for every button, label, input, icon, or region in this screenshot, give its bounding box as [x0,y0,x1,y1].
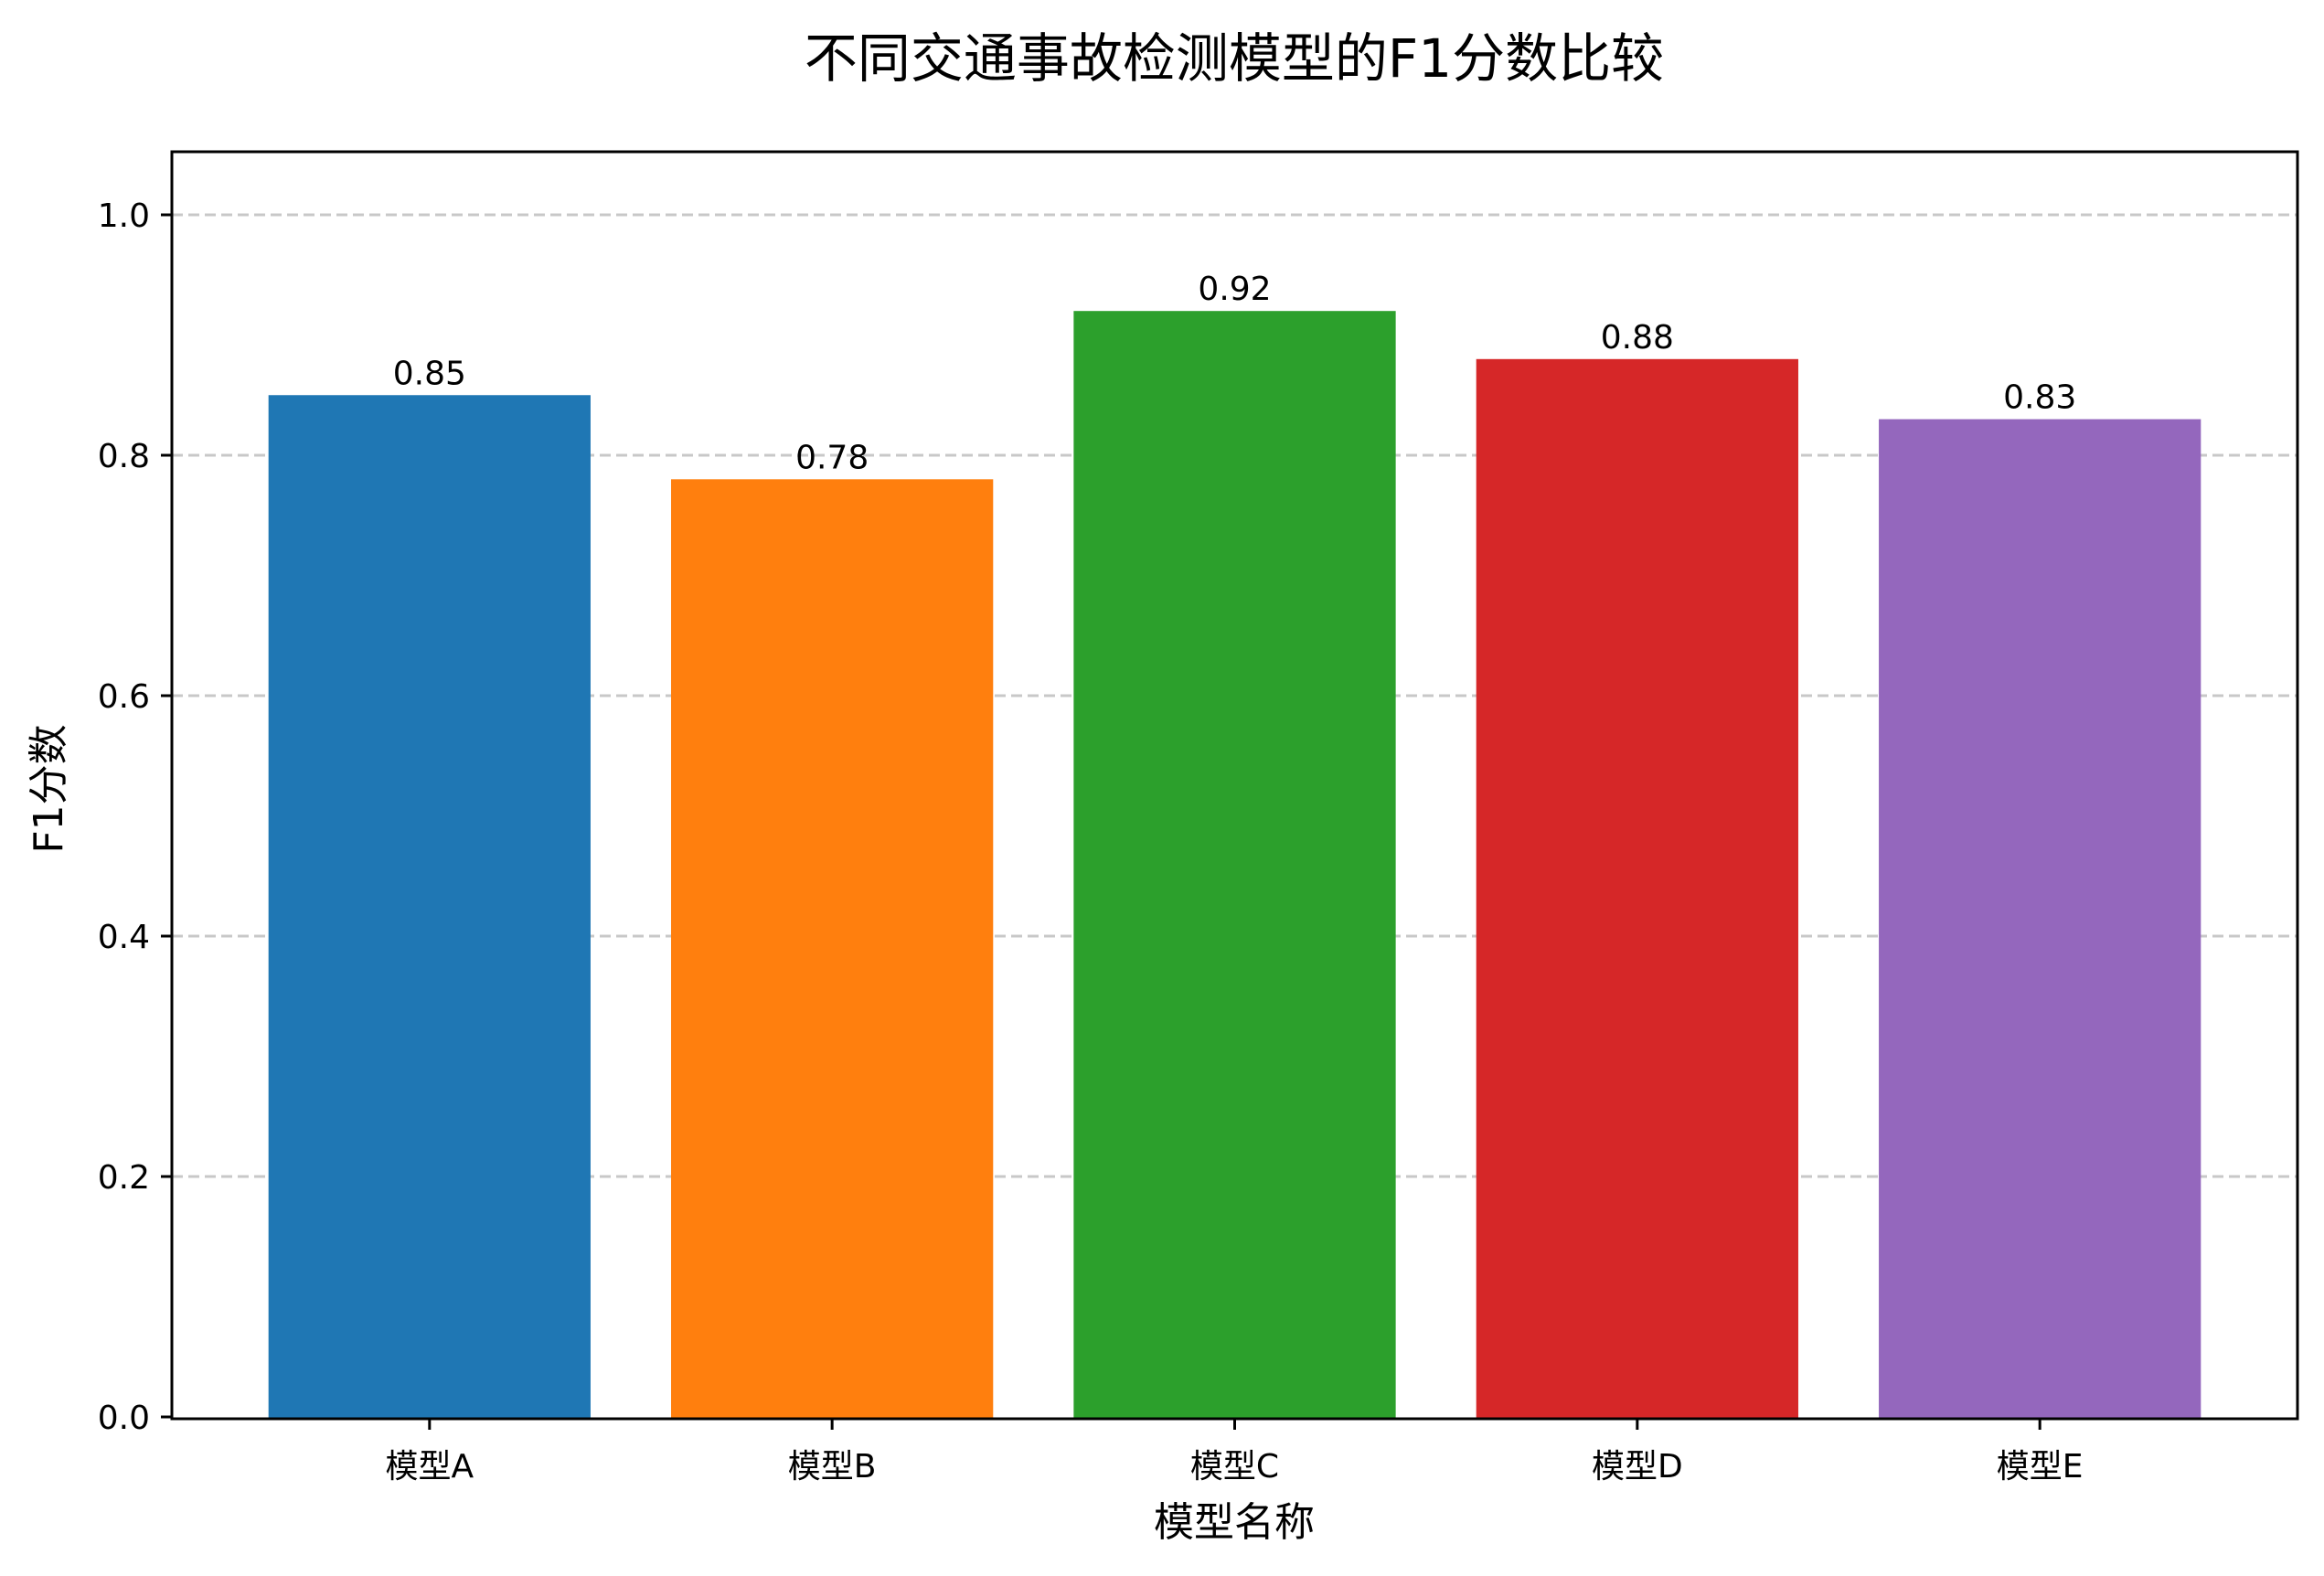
chart-title: 不同交通事故检测模型的F1分数比较 [805,27,1664,90]
bar [1476,358,1798,1419]
y-tick-label: 0.4 [98,919,150,956]
y-axis-ticks: 0.0 0.2 0.4 0.6 0.8 1.0 [98,197,172,1437]
bar-value-label: 0.92 [1198,271,1271,308]
y-tick-label: 0.6 [98,678,150,716]
bar [671,479,994,1419]
x-tick-label: 模型A [385,1448,474,1485]
bar [1073,311,1396,1420]
y-tick-label: 0.0 [98,1400,150,1437]
x-axis-label: 模型名称 [1154,1499,1315,1546]
x-tick-label: 模型D [1592,1448,1683,1485]
bar [268,395,591,1419]
bar-value-label: 0.88 [1601,319,1674,357]
y-tick-label: 0.2 [98,1159,150,1197]
bar [1879,419,2201,1419]
y-axis-label: F1分数 [26,724,72,853]
bar-value-label: 0.83 [2003,379,2076,417]
x-tick-label: 模型B [788,1448,877,1485]
bars [268,311,2201,1420]
y-tick-label: 0.8 [98,438,150,475]
x-axis-ticks: 模型A 模型B 模型C 模型D 模型E [385,1419,2084,1485]
x-tick-label: 模型E [1997,1448,2084,1485]
x-tick-label: 模型C [1190,1448,1279,1485]
bar-value-labels: 0.85 0.78 0.92 0.88 0.83 [393,271,2077,476]
bar-value-label: 0.78 [795,439,869,476]
y-tick-label: 1.0 [98,197,150,235]
bar-value-label: 0.85 [393,355,466,392]
